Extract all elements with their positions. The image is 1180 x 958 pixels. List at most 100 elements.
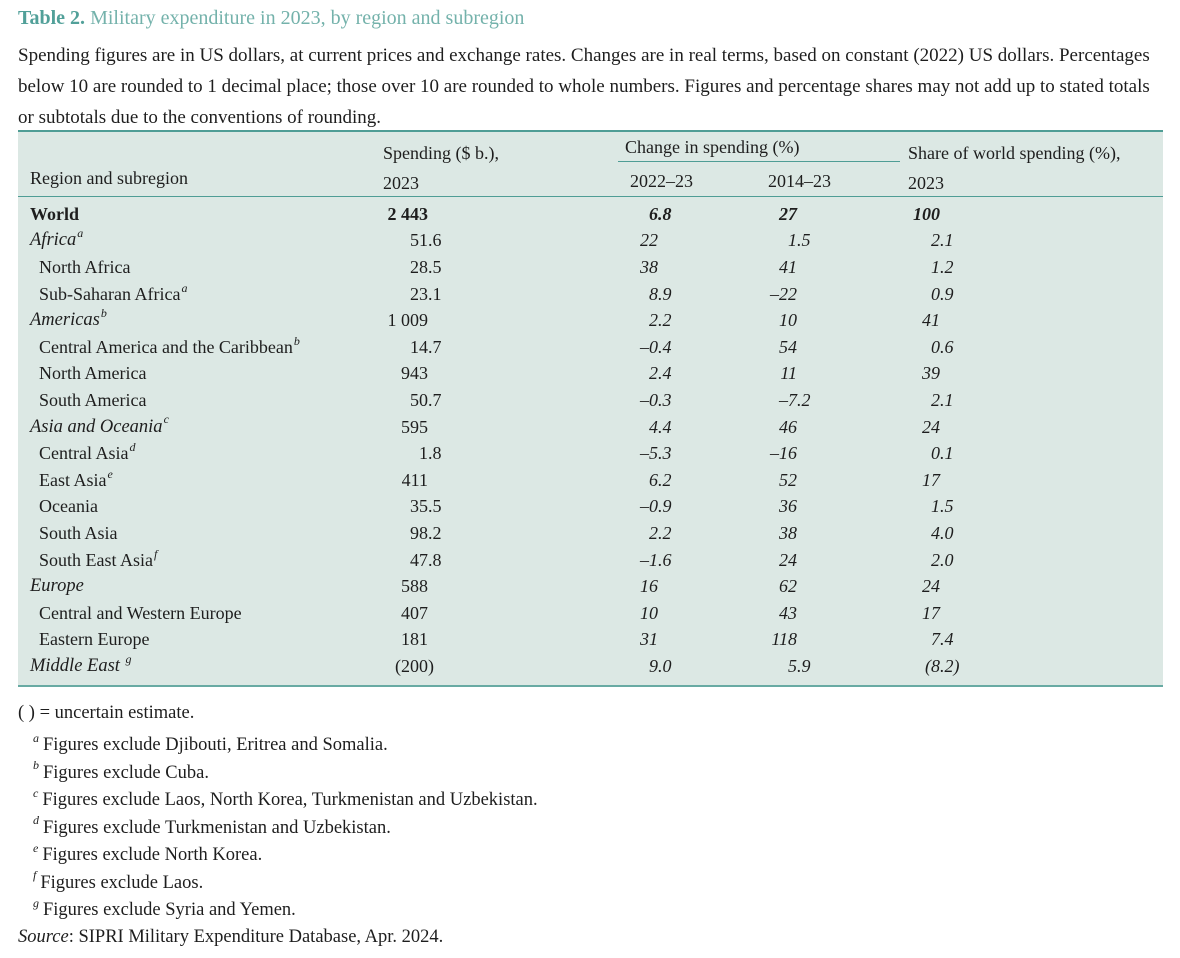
c1-value-frac: .9: [658, 283, 672, 304]
footnote-marker: d: [33, 813, 39, 828]
row-label-cell: South America: [18, 390, 350, 411]
spending-value-int: (200: [395, 655, 428, 676]
c2-value-int: 38: [779, 522, 797, 543]
row-label-cell: Sub-Saharan Africaa: [18, 282, 350, 305]
footnote-marker: g: [125, 651, 132, 666]
source-label: Source: [18, 927, 69, 947]
source-text: : SIPRI Military Expenditure Database, A…: [68, 927, 444, 947]
table-row: Central America and the Caribbeanb 14.7 –0…: [18, 334, 1163, 361]
spending-value-int: 943: [401, 363, 428, 384]
c2-value-int: 11: [780, 363, 797, 384]
uncertain-estimate-note: ( ) = uncertain estimate.: [18, 703, 195, 723]
table-row: Europe 588 16 62 24: [18, 573, 1163, 600]
row-label-cell: Eastern Europe: [18, 629, 350, 650]
c2-value-int: 43: [779, 602, 797, 623]
footnote-marker: e: [33, 840, 39, 855]
c1-value-frac: .6: [658, 549, 672, 570]
spending-value-int: 181: [401, 629, 428, 650]
table-header: Region and subregion Spending ($ b.), 20…: [18, 132, 1163, 197]
row-label-cell: East Asiae: [18, 466, 350, 491]
footnote-marker: d: [129, 440, 136, 455]
c2-value-int: 54: [779, 336, 797, 357]
share-value-int: 100: [913, 203, 940, 224]
table-title: Military expenditure in 2023, by region …: [90, 7, 525, 29]
share-value-frac: .2: [940, 256, 954, 277]
share-value-int: 2: [931, 389, 940, 410]
spending-value-int: 14: [410, 336, 428, 357]
c1-value-int: –1: [640, 549, 658, 570]
row-label-cell: Europe: [18, 576, 350, 597]
c2-value-int: 62: [779, 576, 797, 597]
table-row: North Africa 28.5 38 41 1.2: [18, 254, 1163, 281]
c1-value-int: –0: [640, 496, 658, 517]
table-row: World 2 443 6.8 27 100: [18, 201, 1163, 228]
c1-value-frac: .3: [658, 389, 672, 410]
row-label-cell: North Africa: [18, 257, 350, 278]
c2-value-int: –16: [770, 443, 797, 464]
spending-value-int: 50: [410, 389, 428, 410]
row-label: South America: [39, 389, 147, 410]
footnote: f Figures exclude Laos.: [32, 869, 538, 901]
intro-paragraph: Spending figures are in US dollars, at c…: [18, 45, 1150, 128]
footnote-marker: c: [163, 412, 169, 427]
spending-value-int: 595: [401, 416, 428, 437]
header-region-col: Region and subregion: [30, 168, 188, 188]
row-label-cell: Africaa: [18, 227, 350, 251]
row-label-cell: Central Asiad: [18, 440, 350, 464]
c1-value-frac: .2: [658, 310, 672, 331]
spending-value-frac: .5: [428, 256, 442, 277]
footnote-text: Figures exclude North Korea.: [42, 845, 263, 865]
share-value-int: 24: [922, 576, 940, 597]
footnote-text: Figures exclude Djibouti, Eritrea and So…: [43, 735, 388, 755]
footnote-marker: e: [107, 466, 113, 481]
row-label-cell: South East Asiaf: [18, 548, 350, 571]
table-row: Middle East g (200) 9.0 5.9 (8.2): [18, 653, 1163, 680]
header-spending-line2: 2023: [383, 173, 419, 193]
table-row: Africaa 51.6 22 1.5 2.1: [18, 227, 1163, 255]
share-value-int: 1: [931, 256, 940, 277]
header-change-col-2014-23: 2014–23: [768, 171, 831, 191]
footnote-marker: f: [33, 868, 37, 883]
footnote-text: Figures exclude Laos, North Korea, Turkm…: [42, 790, 538, 810]
c2-value-int: 10: [779, 310, 797, 331]
c1-value-int: 10: [640, 602, 658, 623]
spending-value-int: 35: [410, 496, 428, 517]
c2-value-frac: .9: [797, 655, 811, 676]
c2-value-int: 27: [779, 203, 797, 224]
footnote: g Figures exclude Syria and Yemen.: [32, 897, 538, 928]
row-label-cell: World: [18, 204, 350, 225]
footnote-marker: b: [293, 333, 300, 348]
share-value-int: 41: [922, 310, 940, 331]
row-label: North Africa: [39, 256, 131, 277]
c2-value-int: –7: [779, 389, 797, 410]
c1-value-int: 2: [649, 522, 658, 543]
row-label: Africa: [30, 230, 77, 251]
row-label: Asia and Oceania: [30, 416, 163, 437]
header-share-line1: Share of world spending (%),: [908, 143, 1121, 163]
c1-value-frac: .3: [658, 443, 672, 464]
header-share-col: Share of world spending (%), 2023: [908, 138, 1120, 198]
table-row: Asia and Oceaniac 595 4.4 46 24: [18, 412, 1163, 441]
spending-value-frac: .8: [428, 549, 442, 570]
c2-value-int: 41: [779, 256, 797, 277]
c1-value-int: 8: [649, 283, 658, 304]
c1-value-int: 6: [649, 203, 658, 224]
row-label: Americas: [30, 310, 100, 331]
c1-value-frac: .4: [658, 363, 672, 384]
footnote: e Figures exclude North Korea.: [32, 842, 538, 873]
c1-value-int: 2: [649, 310, 658, 331]
table-row: Americasb 1 009 2.2 10 41: [18, 307, 1163, 334]
footnote-marker: a: [77, 226, 84, 241]
footnote-text: Figures exclude Turkmenistan and Uzbekis…: [43, 817, 391, 838]
spending-value-frac: ): [428, 655, 434, 676]
footnote: b Figures exclude Cuba.: [32, 759, 538, 791]
c1-value-frac: .2: [658, 469, 672, 490]
footnote-text: Figures exclude Laos.: [40, 872, 204, 893]
c1-value-int: 22: [640, 230, 658, 251]
row-label-cell: Central America and the Caribbeanb: [18, 333, 350, 358]
row-label-cell: North America: [18, 363, 350, 384]
share-value-frac: .1: [940, 443, 954, 464]
row-label: Central America and the Caribbean: [39, 336, 293, 357]
share-value-int: 2: [931, 549, 940, 570]
spending-value-frac: .8: [428, 443, 442, 464]
